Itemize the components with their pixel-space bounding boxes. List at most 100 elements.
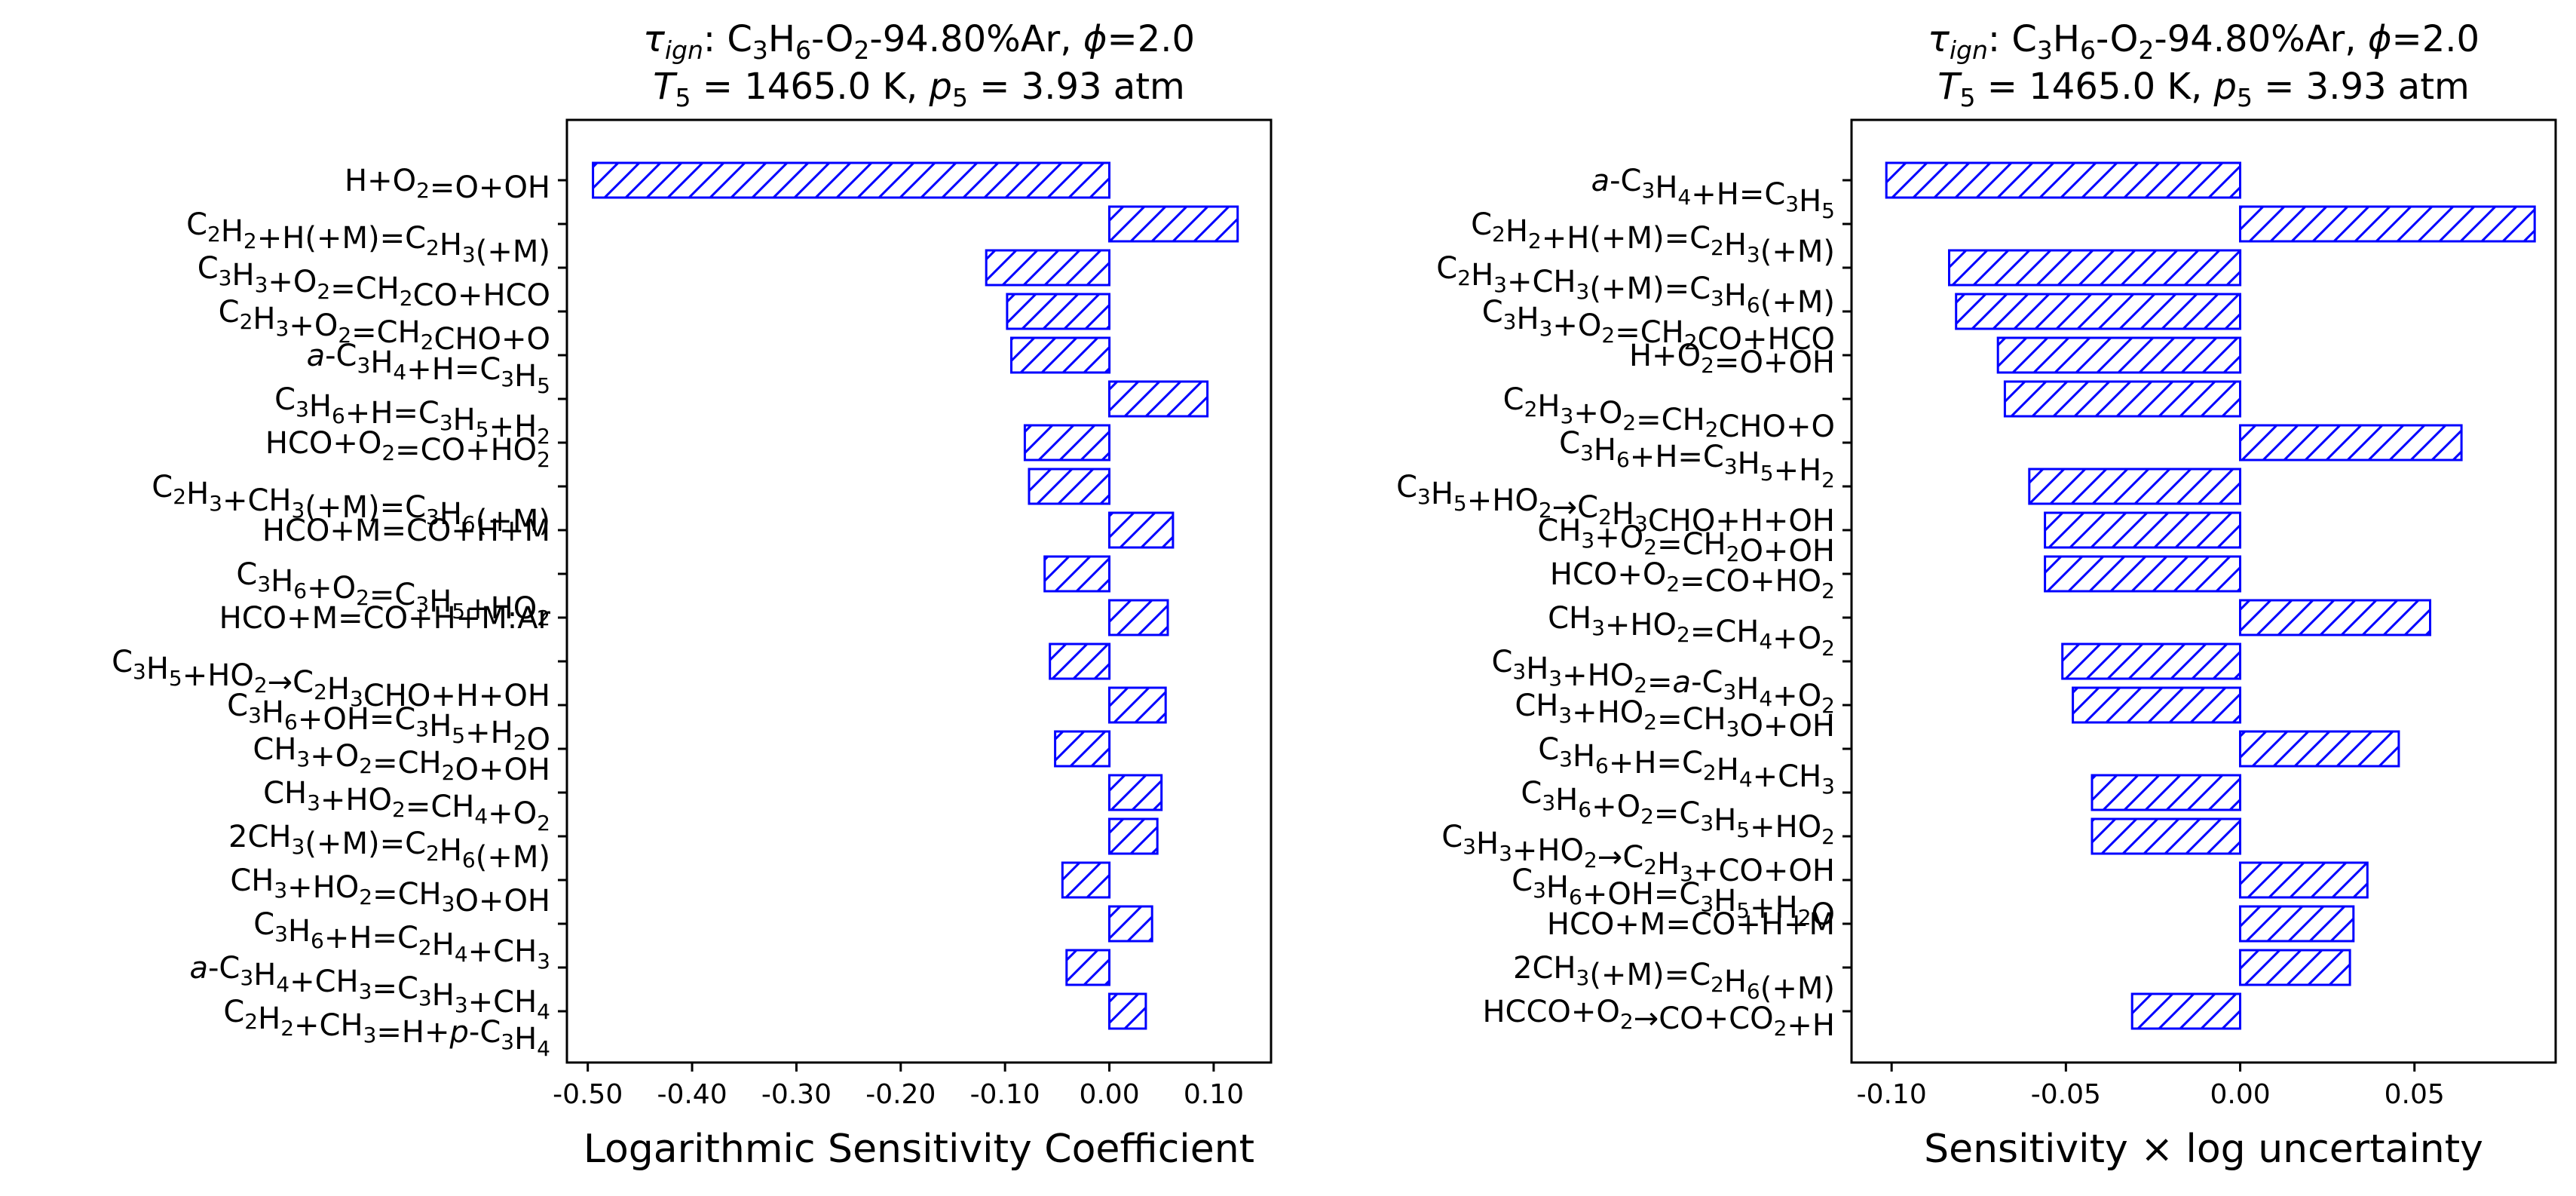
bar-1-11 [2061, 642, 2241, 680]
bar-0-1 [1108, 205, 1239, 243]
bar-0-11 [1049, 642, 1111, 680]
x-tick-label: -0.10 [970, 1079, 1040, 1110]
y-tick-label: CH3+HO2=CH3O+OH [230, 863, 550, 918]
y-tick-label: a-C3H4+CH3=C3H3+CH4 [189, 951, 550, 1024]
y-tick-label: C3H3+HO2=a-C3H4+O2 [1491, 645, 1835, 718]
y-tick-label: HCO+M=CO+H+M [1547, 907, 1835, 942]
x-tick-label: 0.05 [2385, 1079, 2445, 1110]
bar-1-6 [2239, 424, 2463, 462]
right-x-ticks: -0.10 -0.05 0.00 0.05 [1857, 1063, 2445, 1110]
y-tick-label: C3H3+O2=CH2CO+HCO [198, 251, 550, 313]
bar-1-4 [1996, 336, 2242, 374]
left-x-ticks: -0.50 -0.40 -0.30 -0.20 -0.10 0.00 0.10 [553, 1063, 1244, 1110]
y-tick-label: C2H2+H(+M)=C2H3(+M) [186, 207, 550, 269]
y-tick-label: H+O2=O+OH [345, 164, 550, 205]
y-tick-label: a-C3H4+H=C3H5 [307, 339, 550, 398]
bar-1-8 [2044, 511, 2242, 549]
y-tick-label: C2H3+CH3(+M)=C3H6(+M) [1436, 251, 1835, 320]
y-tick-label: CH3+HO2=CH3O+OH [1515, 688, 1835, 744]
y-tick-label: CH3+O2=CH2O+OH [1537, 514, 1835, 569]
y-tick-label: C3H5+HO2→C2H3CHO+H+OH [1396, 470, 1835, 538]
x-tick-label: 0.10 [1184, 1079, 1244, 1110]
left-sensitivity-chart: τign: C3H6-O2-94.80%Ar, ϕ=2.0 T5 = 1465.… [112, 18, 1273, 1172]
y-tick-label: HCO+M=CO+H+M [262, 514, 550, 548]
bar-1-7 [2028, 468, 2242, 505]
bar-1-19 [2130, 992, 2241, 1030]
bar-0-5 [1108, 380, 1209, 418]
y-tick-label: C2H3+O2=CH2CHO+O [1503, 382, 1835, 444]
bar-0-9 [1043, 555, 1110, 593]
bar-0-4 [1010, 336, 1111, 374]
x-tick-label: -0.20 [865, 1079, 936, 1110]
y-tick-label: a-C3H4+H=C3H5 [1591, 164, 1835, 223]
y-tick-label: C2H3+O2=CH2CHO+O [219, 295, 550, 357]
y-tick-label: C3H5+HO2→C2H3CHO+H+OH [112, 645, 550, 713]
bar-0-19 [1108, 992, 1147, 1030]
bar-0-16 [1061, 861, 1111, 899]
bar-1-12 [2072, 686, 2242, 724]
left-plot-frame [565, 118, 1273, 1064]
x-tick-label: -0.10 [1857, 1079, 1927, 1110]
right-plot-frame [1850, 118, 2557, 1064]
bar-1-9 [2044, 555, 2242, 593]
y-tick-label: C2H3+CH3(+M)=C3H6(+M) [152, 470, 550, 538]
y-tick-label: C3H6+OH=C3H5+H2O [227, 688, 550, 757]
bar-1-16 [2239, 861, 2369, 899]
left-chart-title-line1: τign: C3H6-O2-94.80%Ar, ϕ=2.0 [643, 18, 1195, 65]
bar-0-12 [1108, 686, 1167, 724]
y-tick-label: C3H6+H=C3H5+H2 [1559, 426, 1835, 492]
y-tick-label: CH3+HO2=CH4+O2 [1548, 601, 1835, 661]
left-bars [592, 161, 1239, 1030]
bar-0-18 [1065, 949, 1111, 986]
right-y-labels: a-C3H4+H=C3H5C2H2+H(+M)=C2H3(+M)C2H3+CH3… [1396, 164, 1852, 1043]
y-tick-label: C2H2+CH3=H+p-C3H4 [223, 995, 550, 1061]
y-tick-label: C3H6+H=C2H4+CH3 [253, 907, 550, 974]
bar-1-13 [2239, 730, 2400, 768]
right-x-axis-label: Sensitivity × log uncertainty [1924, 1127, 2483, 1172]
x-tick-label: 0.00 [2210, 1079, 2270, 1110]
x-tick-label: -0.05 [2031, 1079, 2101, 1110]
bar-1-17 [2239, 905, 2355, 943]
left-y-labels: H+O2=O+OHC2H2+H(+M)=C2H3(+M)C3H3+O2=CH2C… [112, 164, 567, 1061]
y-tick-label: CH3+O2=CH2O+OH [253, 732, 550, 787]
y-tick-label: C3H6+O2=C3H5+HO2 [1521, 776, 1835, 849]
right-bars [1885, 161, 2536, 1030]
right-sensitivity-chart: τign: C3H6-O2-94.80%Ar, ϕ=2.0 T5 = 1465.… [1396, 18, 2557, 1172]
y-tick-label: C3H6+OH=C3H5+H2O [1512, 863, 1835, 932]
right-chart-title-line1: τign: C3H6-O2-94.80%Ar, ϕ=2.0 [1928, 18, 2480, 65]
bar-1-1 [2239, 205, 2536, 243]
bar-0-0 [592, 161, 1110, 199]
y-tick-label: C3H3+HO2→C2H3+CO+OH [1441, 820, 1835, 888]
bar-1-3 [1955, 293, 2241, 330]
y-tick-label: C3H6+H=C2H4+CH3 [1538, 732, 1835, 799]
bar-1-10 [2239, 599, 2431, 636]
y-tick-label: HCO+O2=CO+HO2 [1550, 557, 1835, 603]
bar-0-7 [1028, 468, 1110, 505]
bar-1-0 [1885, 161, 2241, 199]
right-chart-title-line2: T5 = 1465.0 K, p5 = 3.93 atm [1937, 66, 2470, 112]
left-x-axis-label: Logarithmic Sensitivity Coefficient [584, 1127, 1254, 1172]
y-tick-label: H+O2=O+OH [1629, 339, 1835, 380]
bar-0-15 [1108, 817, 1159, 855]
y-tick-label: HCO+O2=CO+HO2 [265, 426, 550, 472]
y-tick-label: C3H6+O2=C3H5+HO2 [236, 557, 550, 630]
bar-1-15 [2091, 817, 2241, 855]
bar-0-13 [1054, 730, 1111, 768]
bar-0-2 [985, 249, 1110, 287]
bar-1-18 [2239, 949, 2351, 986]
bar-0-10 [1108, 599, 1169, 636]
y-tick-label: HCO+M=CO+H+M:Ar [219, 601, 551, 636]
y-tick-label: HCCO+O2→CO+CO2+H [1482, 995, 1835, 1043]
bar-1-5 [2003, 380, 2241, 418]
x-tick-label: 0.00 [1079, 1079, 1139, 1110]
x-tick-label: -0.50 [553, 1079, 623, 1110]
bar-0-17 [1108, 905, 1153, 943]
y-tick-label: 2CH3(+M)=C2H6(+M) [1513, 951, 1835, 1006]
x-tick-label: -0.40 [657, 1079, 727, 1110]
y-tick-label: C3H3+O2=CH2CO+HCO [1482, 295, 1835, 357]
bar-0-6 [1023, 424, 1111, 462]
y-tick-label: C3H6+H=C3H5+H2 [274, 382, 550, 449]
left-chart-title-line2: T5 = 1465.0 K, p5 = 3.93 atm [653, 66, 1185, 112]
bar-1-2 [1948, 249, 2242, 287]
